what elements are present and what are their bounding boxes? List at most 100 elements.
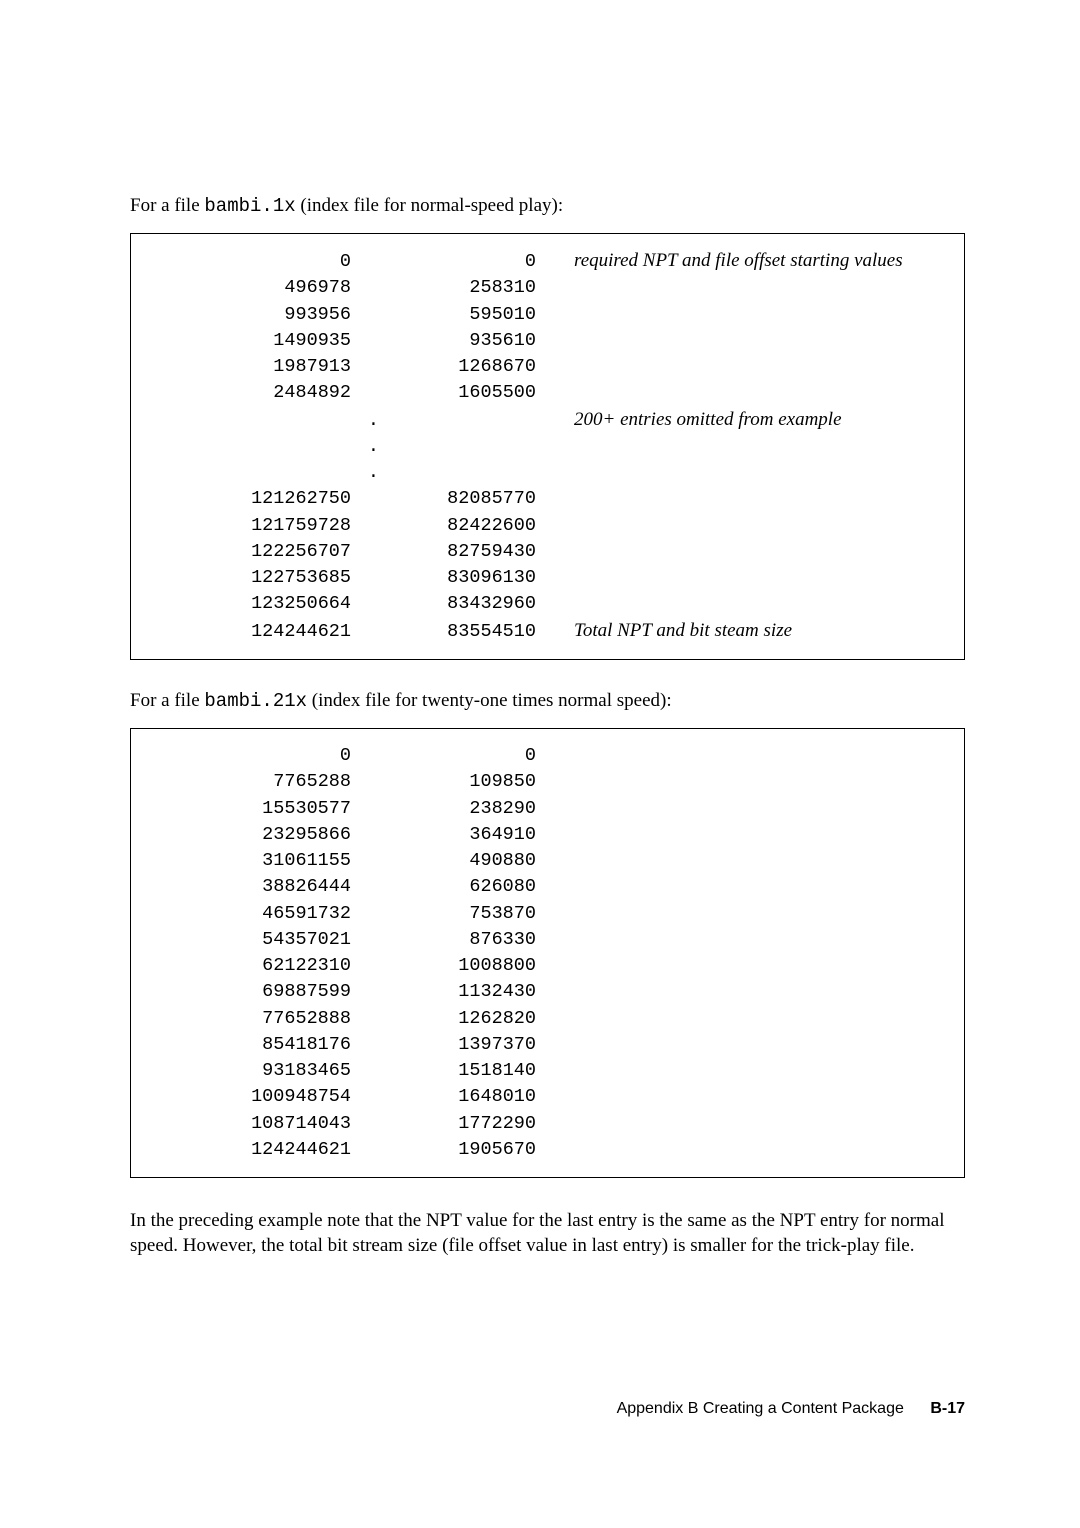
col-offset: 1518140 — [351, 1058, 536, 1084]
col-offset: 1397370 — [351, 1032, 536, 1058]
col-offset: 1905670 — [351, 1137, 536, 1163]
table-row: 1087140431772290 — [151, 1111, 944, 1137]
col-npt: 2484892 — [151, 380, 351, 406]
table-row: 00 — [151, 743, 944, 769]
row-comment: required NPT and file offset starting va… — [536, 248, 903, 275]
table-row: 46591732753870 — [151, 901, 944, 927]
col-npt: 993956 — [151, 302, 351, 328]
table-row: 38826444626080 — [151, 874, 944, 900]
col-npt: 124244621 — [151, 619, 351, 645]
table-row: 776528881262820 — [151, 1006, 944, 1032]
table-row: 1242446211905670 — [151, 1137, 944, 1163]
col-offset: 490880 — [351, 848, 536, 874]
ellipsis-comment: 200+ entries omitted from example — [379, 407, 842, 434]
table-row: 12175972882422600 — [151, 513, 944, 539]
col-npt: 93183465 — [151, 1058, 351, 1084]
ellipsis-dot: . — [151, 460, 379, 486]
col-offset: 753870 — [351, 901, 536, 927]
col-npt: 46591732 — [151, 901, 351, 927]
table-row: 54357021876330 — [151, 927, 944, 953]
table-row: 993956595010 — [151, 302, 944, 328]
page-footer: Appendix B Creating a Content Package B-… — [617, 1400, 965, 1418]
table-row: 12225670782759430 — [151, 539, 944, 565]
col-npt: 496978 — [151, 275, 351, 301]
col-npt: 1490935 — [151, 328, 351, 354]
table-row: 698875991132430 — [151, 979, 944, 1005]
table-row: 24848921605500 — [151, 380, 944, 406]
table-row: 931834651518140 — [151, 1058, 944, 1084]
table-row: 1009487541648010 — [151, 1084, 944, 1110]
col-npt: 124244621 — [151, 1137, 351, 1163]
table-row: 31061155490880 — [151, 848, 944, 874]
col-npt: 122256707 — [151, 539, 351, 565]
col-npt: 0 — [151, 743, 351, 769]
table-row: 19879131268670 — [151, 354, 944, 380]
col-offset: 876330 — [351, 927, 536, 953]
footer-label: Appendix B Creating a Content Package — [617, 1400, 904, 1417]
col-offset: 1648010 — [351, 1084, 536, 1110]
footer-page-number: B-17 — [930, 1400, 965, 1417]
col-offset: 258310 — [351, 275, 536, 301]
col-npt: 121262750 — [151, 486, 351, 512]
col-npt: 123250664 — [151, 591, 351, 617]
col-offset: 83554510 — [351, 619, 536, 645]
col-offset: 1262820 — [351, 1006, 536, 1032]
col-offset: 626080 — [351, 874, 536, 900]
table-row: 854181761397370 — [151, 1032, 944, 1058]
col-npt: 77652888 — [151, 1006, 351, 1032]
ellipsis-dot: . — [151, 408, 379, 434]
col-offset: 1008800 — [351, 953, 536, 979]
col-npt: 100948754 — [151, 1084, 351, 1110]
codebox-1: 00required NPT and file offset starting … — [130, 233, 965, 660]
table-row: 23295866364910 — [151, 822, 944, 848]
intro2-text-a: For a file — [130, 690, 204, 711]
col-offset: 0 — [351, 249, 536, 275]
table-row: 12424462183554510Total NPT and bit steam… — [151, 618, 944, 645]
table-row: 12325066483432960 — [151, 591, 944, 617]
col-offset: 1268670 — [351, 354, 536, 380]
ellipsis-row: . — [151, 434, 944, 460]
col-offset: 1772290 — [351, 1111, 536, 1137]
col-offset: 935610 — [351, 328, 536, 354]
col-npt: 1987913 — [151, 354, 351, 380]
intro1-text-a: For a file — [130, 195, 204, 216]
table-row: 15530577238290 — [151, 796, 944, 822]
intro2-text-b: (index file for twenty-one times normal … — [307, 690, 672, 711]
col-npt: 23295866 — [151, 822, 351, 848]
intro-2: For a file bambi.21x (index file for twe… — [130, 690, 965, 712]
table-row: 12275368583096130 — [151, 565, 944, 591]
col-offset: 109850 — [351, 769, 536, 795]
col-npt: 69887599 — [151, 979, 351, 1005]
col-npt: 31061155 — [151, 848, 351, 874]
ellipsis-dot: . — [151, 434, 379, 460]
col-offset: 82759430 — [351, 539, 536, 565]
col-npt: 38826444 — [151, 874, 351, 900]
row-comment: Total NPT and bit steam size — [536, 618, 792, 645]
table-row: 12126275082085770 — [151, 486, 944, 512]
table-row: 621223101008800 — [151, 953, 944, 979]
table-row: 496978258310 — [151, 275, 944, 301]
col-offset: 238290 — [351, 796, 536, 822]
col-offset: 83096130 — [351, 565, 536, 591]
intro1-text-b: (index file for normal-speed play): — [296, 195, 563, 216]
col-offset: 83432960 — [351, 591, 536, 617]
col-offset: 0 — [351, 743, 536, 769]
col-offset: 82085770 — [351, 486, 536, 512]
col-npt: 122753685 — [151, 565, 351, 591]
table-row: 1490935935610 — [151, 328, 944, 354]
col-offset: 82422600 — [351, 513, 536, 539]
table-row: 00required NPT and file offset starting … — [151, 248, 944, 275]
closing-paragraph: In the preceding example note that the N… — [130, 1208, 965, 1258]
col-npt: 62122310 — [151, 953, 351, 979]
col-offset: 364910 — [351, 822, 536, 848]
col-npt: 85418176 — [151, 1032, 351, 1058]
col-npt: 7765288 — [151, 769, 351, 795]
intro1-code: bambi.1x — [204, 195, 295, 217]
col-npt: 121759728 — [151, 513, 351, 539]
col-npt: 54357021 — [151, 927, 351, 953]
intro2-code: bambi.21x — [204, 690, 307, 712]
ellipsis-row: . — [151, 460, 944, 486]
intro-1: For a file bambi.1x (index file for norm… — [130, 195, 965, 217]
col-offset: 1132430 — [351, 979, 536, 1005]
col-offset: 1605500 — [351, 380, 536, 406]
